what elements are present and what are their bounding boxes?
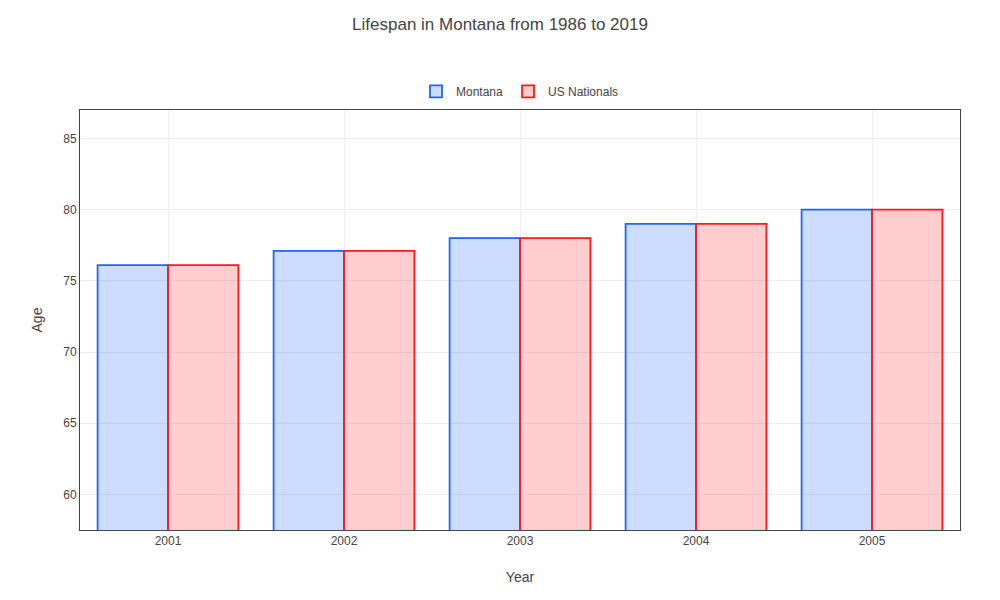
svg-text:2004: 2004 <box>683 534 710 548</box>
svg-text:70: 70 <box>63 345 77 359</box>
svg-text:Age: Age <box>29 307 45 332</box>
svg-text:65: 65 <box>63 416 77 430</box>
svg-text:80: 80 <box>63 203 77 217</box>
svg-text:US Nationals: US Nationals <box>548 85 618 99</box>
svg-text:2002: 2002 <box>331 534 358 548</box>
svg-text:Montana: Montana <box>456 85 503 99</box>
svg-text:85: 85 <box>63 132 77 146</box>
svg-text:75: 75 <box>63 274 77 288</box>
svg-text:2005: 2005 <box>859 534 886 548</box>
svg-text:2003: 2003 <box>507 534 534 548</box>
svg-text:Lifespan in Montana from 1986: Lifespan in Montana from 1986 to 2019 <box>352 15 648 34</box>
svg-text:60: 60 <box>63 488 77 502</box>
svg-text:2001: 2001 <box>155 534 182 548</box>
svg-text:Year: Year <box>506 569 535 585</box>
